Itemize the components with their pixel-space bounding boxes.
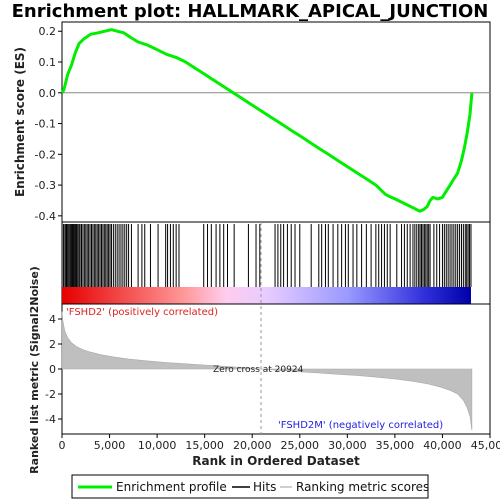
x-tick-label: 0 [59,439,66,452]
x-tick-label: 25,000 [281,439,320,452]
es-y-tick-label: 0.0 [39,87,57,100]
es-y-tick-label: -0.1 [35,118,56,131]
legend: Enrichment profile Hits Ranking metric s… [71,474,429,499]
metric-y-tick-label: 2 [49,338,56,351]
es-y-tick-label: 0.2 [39,25,57,38]
metric-y-tick-label: -2 [45,388,56,401]
metric-y-axis: 4 2 0 -2 -4 [45,313,62,426]
ranked-metric-panel: 4 2 0 -2 -4 0 5,000 10,000 15,000 20,000 25,000 30… [28,222,500,474]
x-tick-label: 15,000 [185,439,224,452]
negative-correlation-label: 'FSHD2M' (negatively correlated) [278,420,443,431]
hit-marks [62,224,472,287]
metric-y-axis-label: Ranked list metric (Signal2Noise) [28,266,41,474]
x-tick-label: 35,000 [376,439,415,452]
chart-title: Enrichment plot: HALLMARK_APICAL_JUNCTIO… [12,1,489,22]
es-y-tick-label: 0.1 [39,56,57,69]
x-tick-label: 20,000 [233,439,272,452]
legend-enrichment-label: Enrichment profile [116,480,227,494]
x-tick-label: 40,000 [423,439,462,452]
metric-x-axis: 0 5,000 10,000 15,000 20,000 25,000 30,000 35,0… [59,434,500,452]
ranking-gradient-bar [62,287,471,304]
legend-hits-label: Hits [253,480,276,494]
hits-panel [61,221,491,305]
es-y-tick-label: -0.3 [35,179,56,192]
metric-y-tick-label: 4 [49,313,56,326]
x-tick-label: 45,000 [471,439,500,452]
zero-cross-label: Zero cross at 20924 [213,365,304,375]
metric-y-tick-label: 0 [49,363,56,376]
es-y-tick-label: -0.2 [35,148,56,161]
metric-y-tick-label: -4 [45,413,56,426]
x-tick-label: 30,000 [328,439,367,452]
x-tick-label: 10,000 [138,439,177,452]
positive-correlation-label: 'FSHD2' (positively correlated) [66,307,218,318]
enrichment-profile-line [60,28,474,213]
x-axis-label: Rank in Ordered Dataset [192,454,360,468]
es-y-tick-label: -0.4 [35,210,56,223]
enrichment-profile-panel: 0.2 0.1 0.0 -0.1 -0.2 -0.3 -0.4 Enrichment sco… [13,21,491,223]
legend-metric-label: Ranking metric scores [296,480,429,494]
x-tick-label: 5,000 [94,439,126,452]
es-y-axis: 0.2 0.1 0.0 -0.1 -0.2 -0.3 -0.4 [35,25,62,223]
es-y-axis-label: Enrichment score (ES) [13,47,27,197]
